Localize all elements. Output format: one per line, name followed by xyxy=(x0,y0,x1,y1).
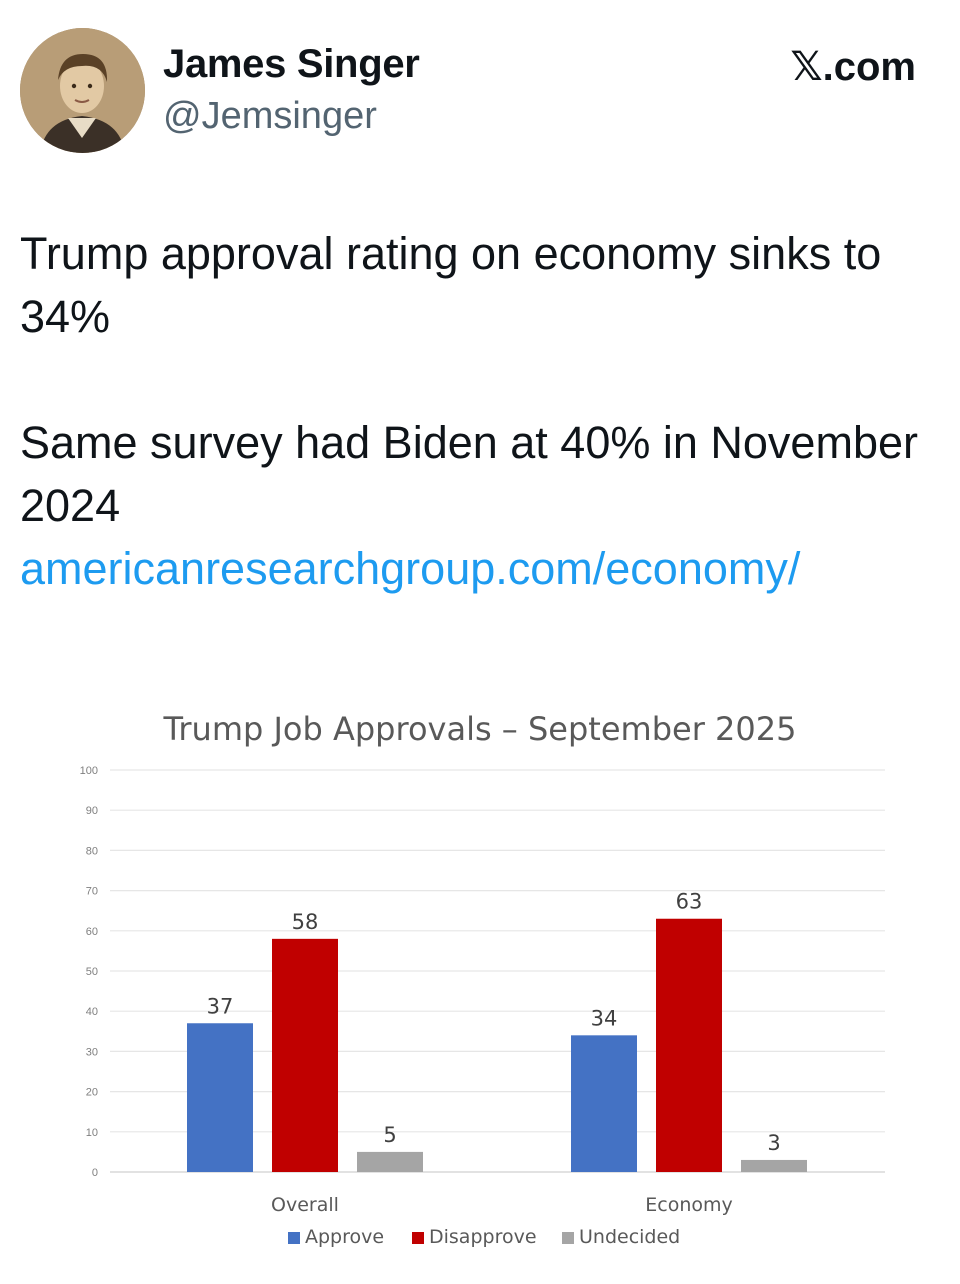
chart-title: Trump Job Approvals – September 2025 xyxy=(163,710,797,748)
y-tick-label: 60 xyxy=(86,926,98,938)
data-label: 58 xyxy=(292,910,319,934)
y-tick-label: 20 xyxy=(86,1087,98,1099)
category-label: Overall xyxy=(271,1194,339,1216)
legend-label-undecided: Undecided xyxy=(579,1226,680,1248)
bar-undecided-economy xyxy=(741,1159,807,1172)
bar-disapprove-economy xyxy=(656,918,722,1172)
data-label: 34 xyxy=(591,1006,618,1030)
bar-approve-economy xyxy=(571,1035,637,1172)
legend-swatch-disapprove xyxy=(412,1232,424,1244)
category-label: Economy xyxy=(645,1194,733,1216)
bar-undecided-overall xyxy=(357,1151,423,1172)
legend-swatch-undecided xyxy=(562,1232,574,1244)
author-handle[interactable]: @Jemsinger xyxy=(163,95,377,137)
y-tick-label: 100 xyxy=(80,765,98,777)
post-text-line1: Trump approval rating on economy sinks t… xyxy=(20,228,882,342)
y-tick-label: 90 xyxy=(86,805,98,817)
y-tick-label: 40 xyxy=(86,1006,98,1018)
data-label: 3 xyxy=(767,1131,780,1155)
post-link[interactable]: americanresearchgroup.com/economy/ xyxy=(20,543,801,594)
post-body: Trump approval rating on economy sinks t… xyxy=(20,222,940,600)
paragraph-gap xyxy=(20,348,940,411)
data-label: 37 xyxy=(207,994,234,1018)
approval-chart-image[interactable]: Trump Job Approvals – September 2025 0 10 2… xyxy=(0,690,960,1284)
data-label: 63 xyxy=(676,890,703,914)
bar-chart: Trump Job Approvals – September 2025 0 10 2… xyxy=(80,710,885,1248)
avatar-portrait-icon xyxy=(20,28,145,153)
bar-disapprove-overall xyxy=(272,938,338,1172)
y-tick-label: 30 xyxy=(86,1046,98,1058)
y-tick-label: 0 xyxy=(92,1167,98,1179)
x-brand-logo: 𝕏.com xyxy=(790,45,916,89)
legend-label-approve: Approve xyxy=(305,1226,384,1248)
legend-label-disapprove: Disapprove xyxy=(429,1226,537,1248)
y-tick-label: 10 xyxy=(86,1127,98,1139)
y-tick-label: 50 xyxy=(86,966,98,978)
legend-swatch-approve xyxy=(288,1232,300,1244)
author-display-name[interactable]: James Singer xyxy=(163,42,420,86)
post-text-line2: Same survey had Biden at 40% in November… xyxy=(20,417,918,531)
author-avatar[interactable] xyxy=(20,28,145,153)
bar-approve-overall xyxy=(187,1023,253,1172)
data-label: 5 xyxy=(383,1123,396,1147)
y-tick-label: 80 xyxy=(86,845,98,857)
y-tick-label: 70 xyxy=(86,886,98,898)
